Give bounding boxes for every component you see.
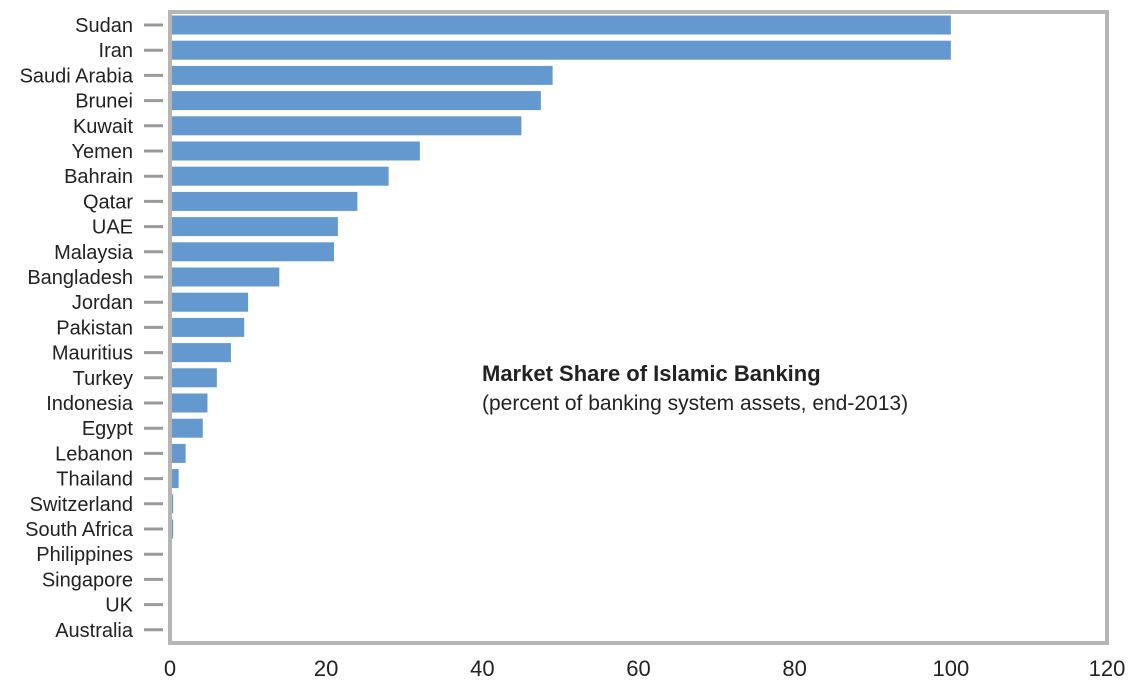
category-label: Kuwait xyxy=(73,116,133,138)
plot-frame xyxy=(168,10,1109,645)
category-label: UK xyxy=(105,595,133,617)
x-tick-label: 60 xyxy=(626,656,650,681)
bar xyxy=(170,65,553,85)
x-axis: 0 20 40 60 80 100 120 xyxy=(164,656,1125,681)
bar xyxy=(170,91,541,111)
x-tick-label: 100 xyxy=(932,656,969,681)
x-tick-label: 80 xyxy=(782,656,806,681)
y-axis: Sudan Iran Saudi Arabia Brunei Kuwait Yemen Ba… xyxy=(20,15,163,642)
chart-title: Market Share of Islamic Banking xyxy=(482,361,821,386)
bar xyxy=(170,317,245,337)
bar xyxy=(170,443,186,463)
category-label: Bangladesh xyxy=(27,267,133,289)
category-label: Lebanon xyxy=(55,443,133,465)
category-label: Jordan xyxy=(72,292,133,314)
bar xyxy=(170,393,208,413)
category-label: Saudi Arabia xyxy=(20,65,134,87)
category-label: Brunei xyxy=(75,91,133,113)
category-label: Singapore xyxy=(42,569,133,591)
bar xyxy=(170,116,522,136)
category-label: Philippines xyxy=(36,544,133,566)
bar xyxy=(170,368,217,388)
category-label: Indonesia xyxy=(46,393,134,415)
x-tick-label: 20 xyxy=(314,656,338,681)
bars-group xyxy=(170,15,951,640)
category-label: Mauritius xyxy=(52,343,133,365)
bar xyxy=(170,292,249,312)
category-label: Egypt xyxy=(82,418,134,440)
bar xyxy=(170,166,389,186)
bar xyxy=(170,217,338,237)
x-tick-label: 0 xyxy=(164,656,176,681)
bar xyxy=(170,242,334,262)
category-label: Switzerland xyxy=(30,494,133,516)
category-label: UAE xyxy=(92,217,133,239)
category-label: Malaysia xyxy=(54,242,134,264)
chart-subtitle: (percent of banking system assets, end-2… xyxy=(482,392,908,415)
category-label: Australia xyxy=(55,620,134,642)
category-label: Thailand xyxy=(56,469,133,491)
category-label: Qatar xyxy=(83,191,133,213)
category-label: Iran xyxy=(99,40,133,62)
x-tick-label: 40 xyxy=(470,656,494,681)
bar xyxy=(170,267,280,287)
category-label: Turkey xyxy=(73,368,133,390)
category-label: Sudan xyxy=(75,15,133,37)
bar xyxy=(170,40,951,60)
bar xyxy=(170,141,420,161)
bar xyxy=(170,191,358,211)
category-label: Yemen xyxy=(71,141,133,163)
bar xyxy=(170,343,231,363)
category-label: Bahrain xyxy=(64,166,133,188)
category-label: South Africa xyxy=(25,519,134,541)
x-tick-label: 120 xyxy=(1089,656,1126,681)
bar xyxy=(170,418,203,438)
bar xyxy=(170,469,179,489)
category-label: Pakistan xyxy=(56,317,133,339)
bar xyxy=(170,15,951,35)
